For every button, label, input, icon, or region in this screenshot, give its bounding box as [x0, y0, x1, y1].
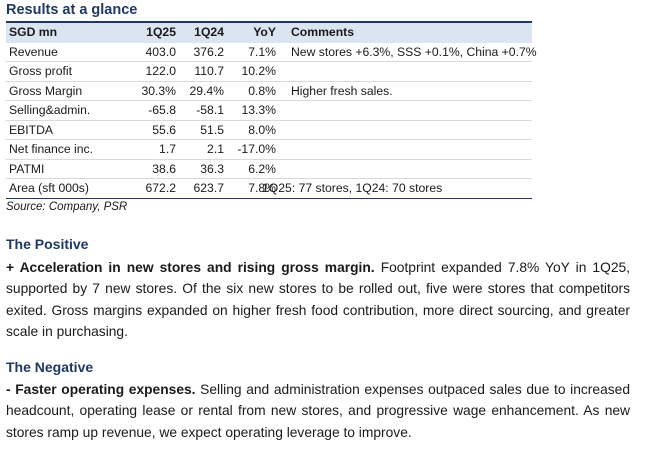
table-row: Gross profit 122.0 110.7 10.2%	[6, 62, 532, 82]
header-1q24: 1Q24	[194, 25, 224, 39]
positive-body: Footprint expanded 7.8% YoY in 1Q25, sup…	[6, 260, 631, 339]
row-comment: New stores +6.3%, SSS +0.1%, China +0.7%	[291, 44, 537, 59]
table-row: Net finance inc. 1.7 2.1 -17.0%	[6, 140, 532, 160]
value-1q24: 376.2	[193, 44, 225, 59]
table-row: Gross Margin 30.3% 29.4% 0.8% Higher fre…	[6, 82, 532, 101]
table-row: Revenue 403.0 376.2 7.1% New stores +6.3…	[6, 43, 537, 62]
value-yoy: 0.8%	[248, 83, 276, 98]
value-yoy: -17.0%	[237, 142, 276, 156]
row-comment: Higher fresh sales.	[291, 83, 393, 98]
header-comments: Comments	[291, 25, 354, 39]
row-label: PATMI	[9, 161, 45, 176]
row-label: EBITDA	[9, 122, 54, 137]
value-1q24: 29.4%	[189, 83, 224, 98]
table-row: Area (sft 000s) 672.2 623.7 7.8% 1Q25: 7…	[6, 179, 532, 199]
value-1q25: 38.6	[152, 161, 176, 176]
value-1q24: 36.3	[200, 161, 224, 176]
value-yoy: 13.3%	[241, 103, 276, 117]
positive-lead: + Acceleration in new stores and rising …	[6, 260, 375, 275]
header-1q25: 1Q25	[146, 25, 176, 39]
row-label: Revenue	[9, 44, 58, 59]
negative-heading: The Negative	[6, 359, 94, 375]
row-label: Gross Margin	[9, 83, 83, 98]
header-yoy: YoY	[253, 25, 276, 39]
value-1q24: 110.7	[194, 64, 224, 78]
value-1q25: 30.3%	[141, 83, 176, 98]
value-yoy: 8.0%	[248, 122, 276, 137]
table-header-row: SGD mn 1Q25 1Q24 YoY Comments	[6, 23, 532, 43]
value-1q25: 1.7	[159, 142, 176, 156]
value-yoy: 7.8%	[248, 181, 276, 195]
value-1q25: 122.0	[145, 64, 177, 78]
value-1q24: 2.1	[207, 142, 224, 156]
header-sgd-mn: SGD mn	[9, 25, 58, 39]
source-note: Source: Company, PSR	[6, 201, 128, 213]
results-table: SGD mn 1Q25 1Q24 YoY Comments Revenue 40…	[6, 23, 537, 199]
value-1q25: 672.2	[145, 181, 177, 195]
positive-paragraph: + Acceleration in new stores and rising …	[6, 257, 630, 342]
value-1q25: 403.0	[145, 44, 177, 59]
positive-heading: The Positive	[6, 236, 89, 252]
value-1q24: -58.1	[196, 103, 224, 117]
value-yoy: 7.1%	[248, 44, 276, 59]
value-1q25: 55.6	[152, 122, 176, 137]
table-row: EBITDA 55.6 51.5 8.0%	[6, 121, 532, 140]
row-label: Gross profit	[9, 64, 72, 78]
title-divider	[6, 21, 532, 23]
negative-lead: - Faster operating expenses.	[6, 382, 196, 397]
table-row: Selling&admin. -65.8 -58.1 13.3%	[6, 101, 532, 121]
value-1q24: 623.7	[193, 181, 225, 195]
row-label: Net finance inc.	[9, 142, 94, 156]
row-label: Selling&admin.	[9, 103, 91, 117]
results-title: Results at a glance	[6, 2, 138, 18]
negative-paragraph: - Faster operating expenses. Selling and…	[6, 379, 630, 443]
row-label: Area (sft 000s)	[9, 181, 89, 195]
value-yoy: 6.2%	[248, 161, 276, 176]
table-row: PATMI 38.6 36.3 6.2%	[6, 160, 532, 179]
value-1q25: -65.8	[148, 103, 176, 117]
value-1q24: 51.5	[200, 122, 224, 137]
negative-body: Selling and administration expenses outp…	[6, 382, 630, 440]
value-yoy: 10.2%	[241, 64, 276, 78]
row-comment: 1Q25: 77 stores, 1Q24: 70 stores	[262, 181, 443, 195]
